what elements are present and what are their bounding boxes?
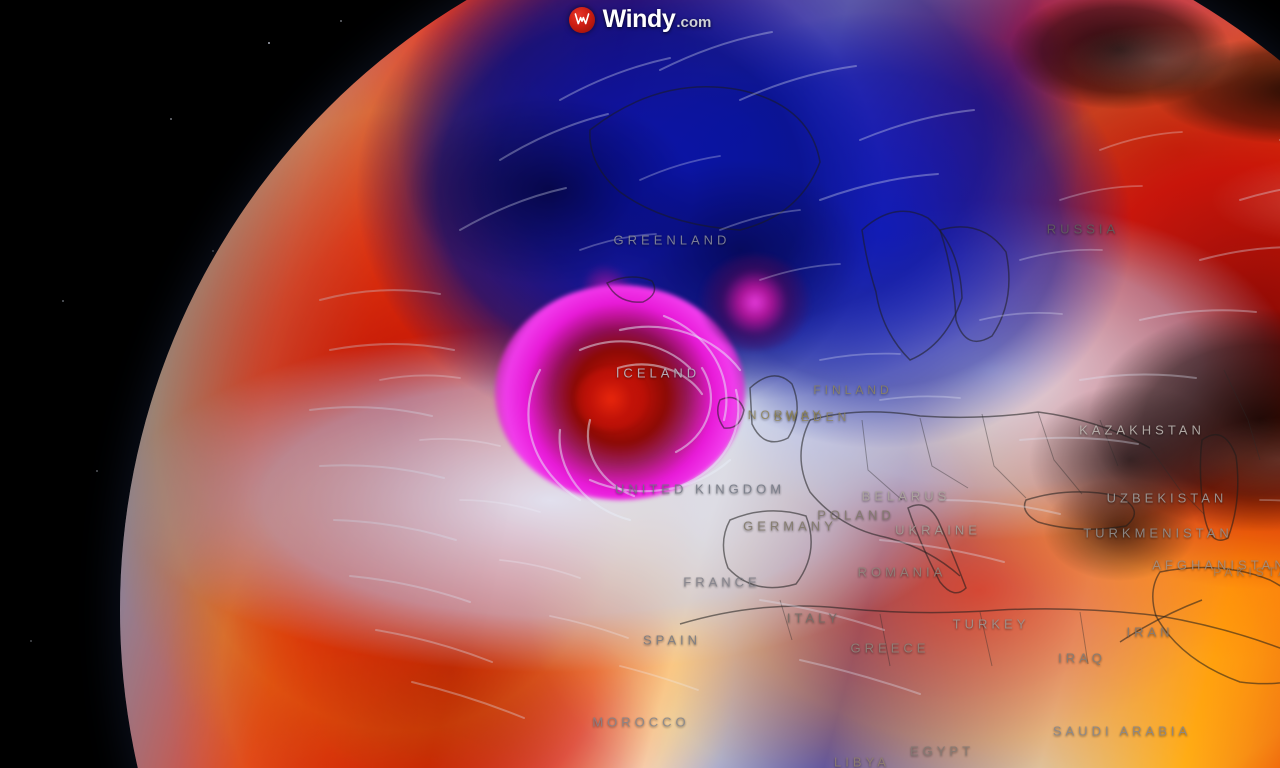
windy-logo-text: Windy .com	[603, 5, 712, 34]
globe[interactable]	[120, 0, 1280, 768]
star	[62, 300, 64, 302]
globe-limb-shading	[120, 0, 1280, 768]
brand-suffix: .com	[676, 14, 712, 31]
star	[30, 640, 32, 642]
brand-name: Windy	[602, 5, 676, 33]
windy-logo[interactable]: Windy .com	[0, 5, 1280, 34]
star	[96, 470, 98, 472]
windy-logo-icon	[568, 6, 595, 33]
